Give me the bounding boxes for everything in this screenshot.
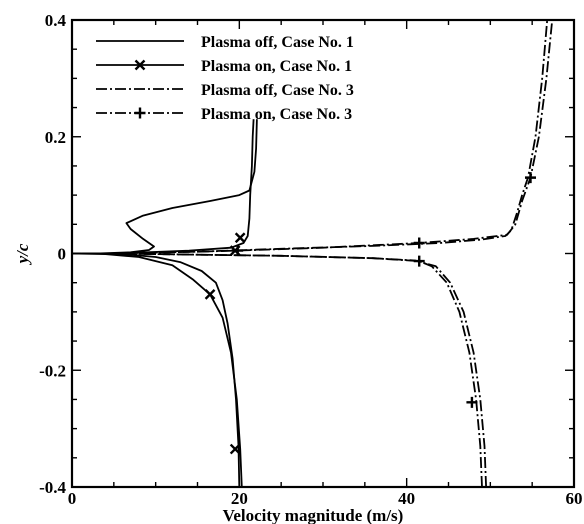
y-tick-label: -0.4 xyxy=(39,478,66,497)
legend-label: Plasma on, Case No. 1 xyxy=(201,58,352,75)
series-4-marker-5 xyxy=(466,396,478,408)
y-tick-label: 0.4 xyxy=(45,11,67,30)
series-line-1 xyxy=(72,119,258,487)
series-4-marker-4 xyxy=(413,255,425,267)
series-2-marker-3 xyxy=(234,232,246,244)
legend-label: Plasma off, Case No. 3 xyxy=(201,82,354,99)
series-line-4 xyxy=(72,20,554,487)
series-4-marker-3 xyxy=(232,245,244,257)
legend-label: Plasma on, Case No. 3 xyxy=(201,106,352,123)
x-tick-label: 0 xyxy=(68,489,77,508)
y-axis-title: y/c xyxy=(13,243,32,265)
legend-entry-3: Plasma off, Case No. 3 xyxy=(96,82,354,99)
series-2-marker-1 xyxy=(204,289,216,300)
legend-entry-1: Plasma off, Case No. 1 xyxy=(96,34,354,51)
y-tick-label: -0.2 xyxy=(39,361,66,380)
series-4-marker-1 xyxy=(524,172,536,184)
series-line-2 xyxy=(72,119,255,487)
legend: Plasma off, Case No. 1 Plasma on, Case No… xyxy=(96,34,354,123)
y-tick-label: 0 xyxy=(58,245,67,264)
y-tick-label: 0.2 xyxy=(45,128,66,147)
series-4-marker-2 xyxy=(413,237,425,249)
x-tick-label: 20 xyxy=(231,489,248,508)
legend-label: Plasma off, Case No. 1 xyxy=(201,34,354,51)
series-2-marker-2 xyxy=(229,443,241,455)
x-tick-label: 40 xyxy=(398,489,415,508)
x-tick-label: 60 xyxy=(566,489,583,508)
legend-entry-4: Plasma on, Case No. 3 xyxy=(96,106,352,123)
legend-entry-2: Plasma on, Case No. 1 xyxy=(96,58,352,75)
x-axis-title: Velocity magnitude (m/s) xyxy=(223,506,404,524)
